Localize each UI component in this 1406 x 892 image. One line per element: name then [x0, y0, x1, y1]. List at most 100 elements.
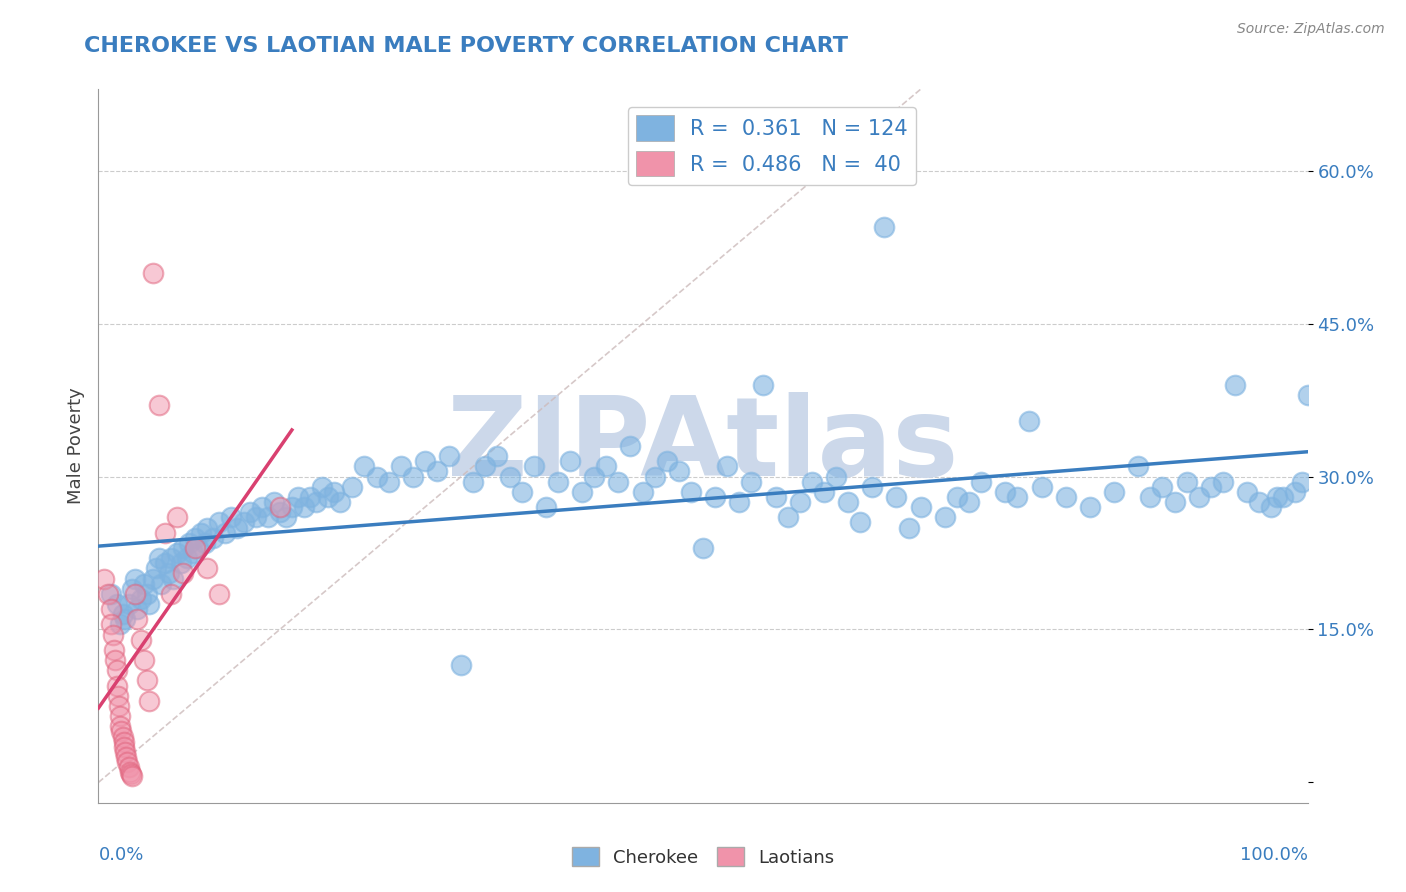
Text: 0.0%: 0.0%	[98, 846, 143, 863]
Point	[250, 500, 273, 515]
Point	[1018, 413, 1040, 427]
Point	[837, 495, 859, 509]
Point	[103, 643, 125, 657]
Point	[1102, 484, 1125, 499]
Point	[910, 500, 932, 515]
Point	[134, 653, 156, 667]
Point	[120, 767, 142, 781]
Point	[190, 525, 212, 540]
Point	[148, 398, 170, 412]
Point	[789, 495, 811, 509]
Point	[142, 266, 165, 280]
Point	[108, 617, 131, 632]
Point	[765, 490, 787, 504]
Legend: R =  0.361   N = 124, R =  0.486   N =  40: R = 0.361 N = 124, R = 0.486 N = 40	[628, 107, 917, 185]
Point	[100, 617, 122, 632]
Point	[1054, 490, 1077, 504]
Point	[631, 484, 654, 499]
Point	[112, 739, 135, 754]
Point	[377, 475, 399, 489]
Point	[138, 694, 160, 708]
Point	[195, 561, 218, 575]
Point	[1260, 500, 1282, 515]
Point	[108, 709, 131, 723]
Text: 100.0%: 100.0%	[1240, 846, 1308, 863]
Point	[93, 572, 115, 586]
Point	[148, 551, 170, 566]
Point	[129, 591, 152, 606]
Point	[274, 510, 297, 524]
Point	[1163, 495, 1185, 509]
Point	[150, 576, 173, 591]
Point	[179, 536, 201, 550]
Point	[1007, 490, 1029, 504]
Point	[187, 541, 209, 555]
Point	[316, 490, 339, 504]
Point	[1199, 480, 1222, 494]
Point	[716, 459, 738, 474]
Point	[105, 679, 128, 693]
Point	[124, 587, 146, 601]
Point	[1031, 480, 1053, 494]
Point	[153, 525, 176, 540]
Point	[176, 551, 198, 566]
Point	[135, 587, 157, 601]
Point	[107, 689, 129, 703]
Point	[1212, 475, 1234, 489]
Point	[100, 602, 122, 616]
Point	[153, 556, 176, 570]
Point	[413, 454, 436, 468]
Point	[897, 520, 920, 534]
Point	[111, 730, 134, 744]
Point	[117, 755, 139, 769]
Point	[619, 439, 641, 453]
Point	[1139, 490, 1161, 504]
Point	[121, 769, 143, 783]
Point	[110, 724, 132, 739]
Point	[450, 658, 472, 673]
Point	[366, 469, 388, 483]
Point	[1223, 377, 1246, 392]
Point	[1272, 490, 1295, 504]
Point	[114, 612, 136, 626]
Point	[825, 469, 848, 483]
Point	[184, 531, 207, 545]
Point	[1284, 484, 1306, 499]
Point	[1236, 484, 1258, 499]
Point	[208, 516, 231, 530]
Point	[342, 480, 364, 494]
Point	[263, 495, 285, 509]
Point	[115, 750, 138, 764]
Point	[208, 587, 231, 601]
Point	[523, 459, 546, 474]
Point	[118, 597, 141, 611]
Point	[668, 465, 690, 479]
Point	[970, 475, 993, 489]
Point	[946, 490, 969, 504]
Point	[886, 490, 908, 504]
Point	[138, 597, 160, 611]
Point	[232, 516, 254, 530]
Point	[166, 546, 188, 560]
Point	[704, 490, 727, 504]
Point	[740, 475, 762, 489]
Point	[813, 484, 835, 499]
Point	[135, 673, 157, 688]
Point	[547, 475, 569, 489]
Point	[1078, 500, 1101, 515]
Text: ZIPAtlas: ZIPAtlas	[447, 392, 959, 500]
Point	[1188, 490, 1211, 504]
Point	[389, 459, 412, 474]
Point	[692, 541, 714, 555]
Point	[934, 510, 956, 524]
Point	[221, 510, 243, 524]
Point	[463, 475, 485, 489]
Point	[100, 587, 122, 601]
Point	[105, 663, 128, 677]
Point	[860, 480, 883, 494]
Point	[184, 541, 207, 555]
Point	[101, 627, 124, 641]
Point	[118, 760, 141, 774]
Point	[1296, 388, 1319, 402]
Point	[134, 576, 156, 591]
